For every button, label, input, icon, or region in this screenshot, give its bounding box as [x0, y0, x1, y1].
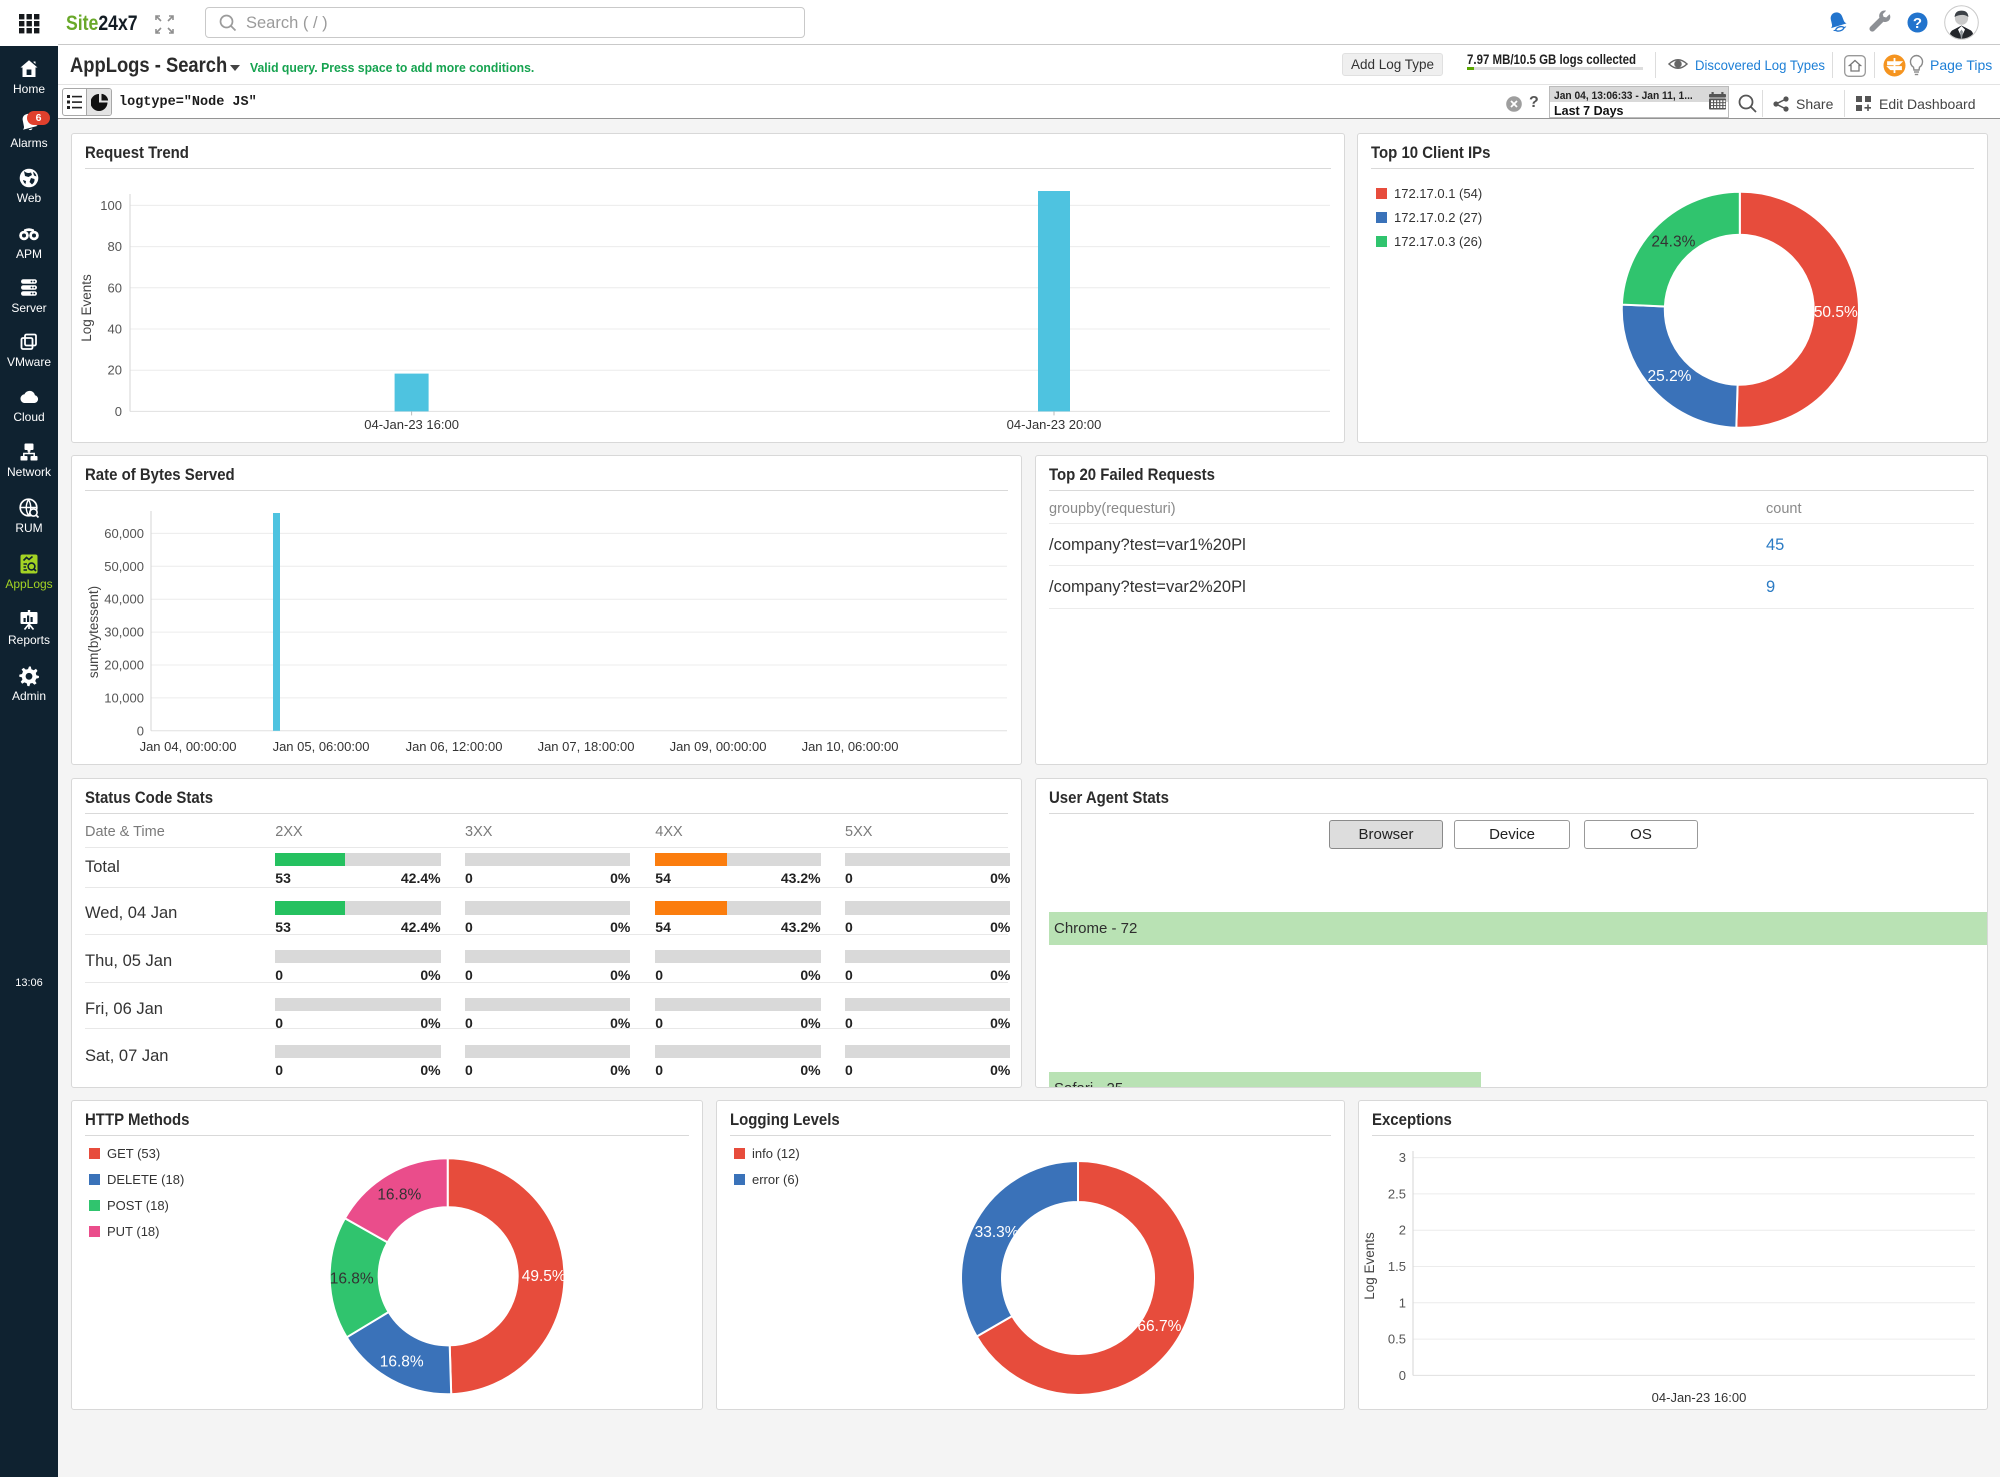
svg-text:40,000: 40,000 [104, 592, 144, 607]
svg-text:Log Events: Log Events [1362, 1232, 1377, 1300]
svg-text:50.5%: 50.5% [1814, 304, 1858, 321]
svg-text:Jan 05, 06:00:00: Jan 05, 06:00:00 [273, 739, 370, 754]
svg-text:30,000: 30,000 [104, 625, 144, 640]
svg-text:20: 20 [108, 363, 122, 378]
svg-text:Jan 10, 06:00:00: Jan 10, 06:00:00 [802, 739, 899, 754]
svg-text:Jan 04, 00:00:00: Jan 04, 00:00:00 [140, 739, 237, 754]
svg-text:66.7%: 66.7% [1137, 1318, 1181, 1335]
svg-text:04-Jan-23 16:00: 04-Jan-23 16:00 [1652, 1390, 1747, 1405]
svg-text:60: 60 [108, 280, 122, 295]
svg-text:10,000: 10,000 [104, 690, 144, 705]
svg-text:16.8%: 16.8% [380, 1354, 424, 1371]
svg-text:04-Jan-23 20:00: 04-Jan-23 20:00 [1007, 417, 1102, 432]
svg-text:25.2%: 25.2% [1648, 368, 1692, 385]
svg-text:1.5: 1.5 [1388, 1259, 1406, 1274]
svg-text:2.5: 2.5 [1388, 1186, 1406, 1201]
svg-text:sum(bytessent): sum(bytessent) [86, 586, 101, 678]
svg-text:80: 80 [108, 239, 122, 254]
svg-text:1: 1 [1399, 1295, 1406, 1310]
svg-text:04-Jan-23 16:00: 04-Jan-23 16:00 [364, 417, 459, 432]
svg-text:?: ? [1913, 15, 1922, 32]
svg-text:40: 40 [108, 322, 122, 337]
svg-text:2: 2 [1399, 1223, 1406, 1238]
svg-text:0: 0 [115, 404, 122, 419]
svg-text:16.8%: 16.8% [330, 1271, 374, 1288]
svg-text:0.5: 0.5 [1388, 1332, 1406, 1347]
svg-text:33.3%: 33.3% [975, 1224, 1019, 1241]
svg-text:Jan 09, 00:00:00: Jan 09, 00:00:00 [670, 739, 767, 754]
svg-text:60,000: 60,000 [104, 526, 144, 541]
svg-text:0: 0 [1399, 1368, 1406, 1383]
svg-text:49.5%: 49.5% [522, 1268, 566, 1285]
svg-text:100: 100 [100, 198, 122, 213]
svg-text:Log Events: Log Events [79, 274, 94, 342]
svg-text:50,000: 50,000 [104, 559, 144, 574]
svg-text:3: 3 [1399, 1150, 1406, 1165]
svg-text:20,000: 20,000 [104, 658, 144, 673]
svg-text:Jan 07, 18:00:00: Jan 07, 18:00:00 [538, 739, 635, 754]
svg-text:Jan 06, 12:00:00: Jan 06, 12:00:00 [406, 739, 503, 754]
svg-text:24.3%: 24.3% [1651, 233, 1695, 250]
svg-text:0: 0 [137, 723, 144, 738]
svg-text:16.8%: 16.8% [377, 1186, 421, 1203]
